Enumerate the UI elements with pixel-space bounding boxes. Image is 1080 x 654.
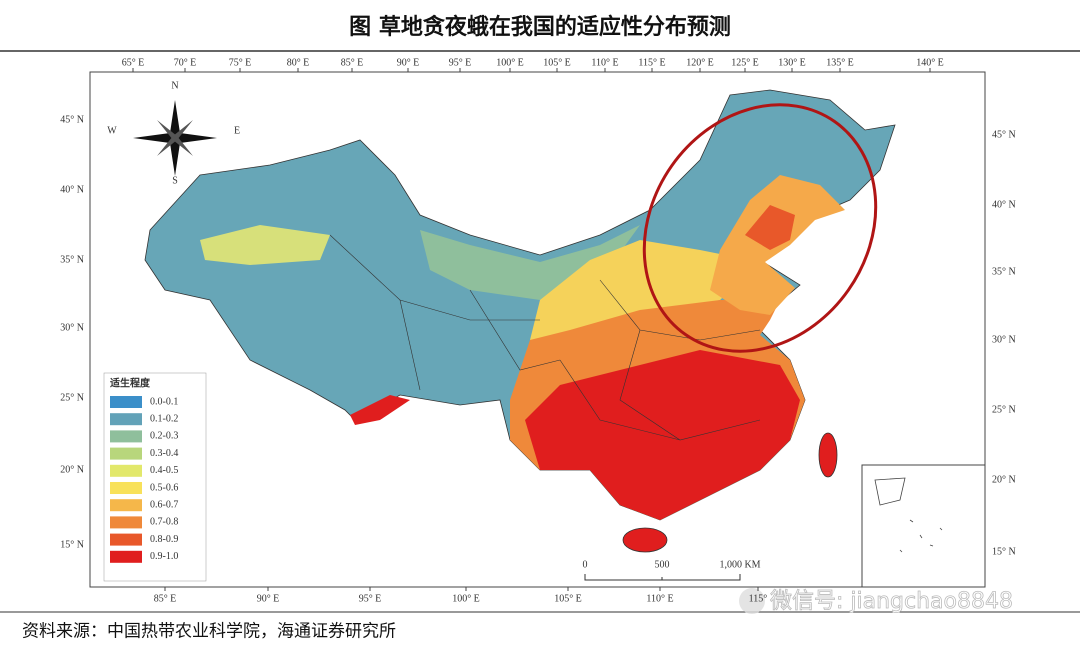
latitude-label: 40° N <box>60 184 84 195</box>
legend-title: 适生程度 <box>110 376 151 389</box>
legend-label: 0.0-0.1 <box>150 396 178 407</box>
legend-label: 0.5-0.6 <box>150 482 178 493</box>
compass-rose <box>133 100 217 176</box>
longitude-label: 140° E <box>916 57 944 68</box>
inset-frame <box>861 464 986 588</box>
legend-label: 0.9-1.0 <box>150 551 178 562</box>
source: 资料来源：中国热带农业科学院，海通证券研究所 <box>22 622 396 642</box>
legend-swatch <box>110 396 142 408</box>
legend-swatch <box>110 413 142 426</box>
taiwan <box>818 432 838 478</box>
compass-e: E <box>234 125 240 136</box>
legend-label: 0.2-0.3 <box>150 431 178 442</box>
region-yellow <box>530 240 760 340</box>
latitude-label: 20° N <box>60 464 84 475</box>
longitude-label: 100° E <box>496 57 524 68</box>
legend-swatch <box>110 550 142 563</box>
longitude-label: 115° E <box>638 57 665 68</box>
longitude-label: 90° E <box>397 57 420 68</box>
longitude-label: 125° E <box>731 57 759 68</box>
latitude-label: 40° N <box>992 199 1016 210</box>
latitude-label: 20° N <box>992 474 1016 485</box>
compass-n: N <box>171 80 178 91</box>
latitude-label: 25° N <box>60 392 84 403</box>
latitude-label: 15° N <box>992 546 1016 557</box>
longitude-label: 115° <box>749 593 768 604</box>
scale-label: 1,000 KM <box>719 559 760 570</box>
legend-label: 0.8-0.9 <box>150 534 178 545</box>
latitude-label: 45° N <box>992 129 1016 140</box>
legend-swatch <box>110 447 142 460</box>
compass-w: W <box>107 125 117 136</box>
region-northeast-core <box>745 205 795 250</box>
longitude-label: 105° E <box>543 57 571 68</box>
longitude-label: 85° E <box>341 57 364 68</box>
legend-items: 0.0-0.1 0.1-0.2 0.2-0.3 0.3-0.4 0.4-0.5 0.5-0… <box>110 396 178 563</box>
legend-swatch <box>110 499 142 512</box>
scale-label: 500 <box>655 559 670 570</box>
latitude-label: 45° N <box>60 114 84 125</box>
scale-label: 0 <box>583 559 588 570</box>
longitude-label: 80° E <box>287 57 310 68</box>
region-red <box>525 350 800 520</box>
longitude-label: 120° E <box>686 57 714 68</box>
legend-swatch <box>110 533 142 546</box>
latitude-label: 25° N <box>992 404 1016 415</box>
hainan <box>622 527 668 553</box>
longitude-label: 75° E <box>229 57 252 68</box>
latitude-label: 35° N <box>60 254 84 265</box>
watermark-icon <box>739 588 765 614</box>
region-mid <box>200 225 330 265</box>
highlight-ellipse <box>642 103 878 353</box>
legend-swatch <box>110 430 142 443</box>
legend-label: 0.7-0.8 <box>150 517 178 528</box>
legend-label: 0.3-0.4 <box>150 448 178 459</box>
longitude-label: 130° E <box>778 57 806 68</box>
longitude-label: 135° E <box>826 57 854 68</box>
latitude-label: 15° N <box>60 539 84 550</box>
longitude-label: 100° E <box>452 593 480 604</box>
longitude-label: 105° E <box>554 593 582 604</box>
latitude-label: 30° N <box>60 322 84 333</box>
province-borders <box>329 234 761 441</box>
longitude-label: 95° E <box>449 57 472 68</box>
scale-bar <box>584 574 741 581</box>
region-southwest <box>350 395 410 425</box>
legend-swatch <box>110 464 142 477</box>
title: 图 草地贪夜蛾在我国的适应性分布预测 <box>349 14 731 40</box>
legend-swatch <box>110 482 142 494</box>
longitude-label: 85° E <box>154 593 177 604</box>
legend-label: 0.6-0.7 <box>150 499 178 510</box>
china-map <box>144 89 896 553</box>
compass-s: S <box>172 175 178 186</box>
longitude-label: 90° E <box>257 593 280 604</box>
longitude-label: 110° E <box>646 593 673 604</box>
latitude-label: 30° N <box>992 334 1016 345</box>
longitude-label: 65° E <box>122 57 145 68</box>
longitude-label: 70° E <box>174 57 197 68</box>
longitude-label: 95° E <box>359 593 382 604</box>
watermark: 微信号: jiangchao8848 <box>770 589 1013 614</box>
longitude-label: 110° E <box>591 57 618 68</box>
legend-label: 0.1-0.2 <box>150 413 178 424</box>
latitude-label: 35° N <box>992 266 1016 277</box>
legend-swatch <box>110 516 142 529</box>
inset-islands <box>874 477 943 553</box>
legend-label: 0.4-0.5 <box>150 465 178 476</box>
